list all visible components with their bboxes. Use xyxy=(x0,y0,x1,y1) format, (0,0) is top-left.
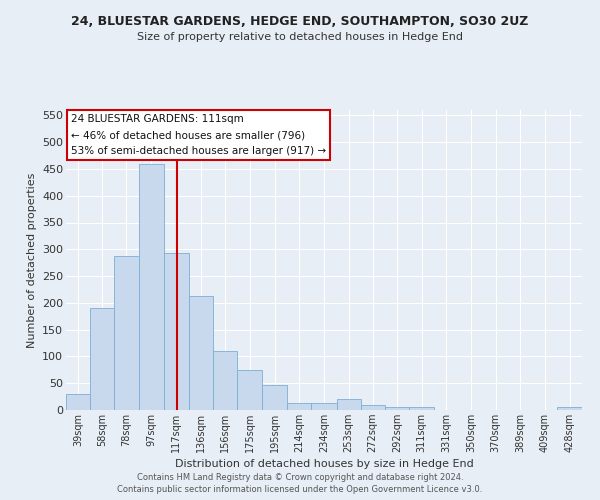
Bar xyxy=(409,408,434,410)
Bar xyxy=(188,296,213,410)
Bar xyxy=(557,408,582,410)
Text: Contains public sector information licensed under the Open Government Licence v3: Contains public sector information licen… xyxy=(118,485,482,494)
Bar xyxy=(385,408,409,410)
Bar xyxy=(139,164,164,410)
Bar xyxy=(361,405,385,410)
Text: 24, BLUESTAR GARDENS, HEDGE END, SOUTHAMPTON, SO30 2UZ: 24, BLUESTAR GARDENS, HEDGE END, SOUTHAM… xyxy=(71,15,529,28)
Bar xyxy=(114,256,139,410)
Bar xyxy=(213,351,238,410)
Bar xyxy=(90,308,114,410)
Text: Size of property relative to detached houses in Hedge End: Size of property relative to detached ho… xyxy=(137,32,463,42)
Text: Contains HM Land Registry data © Crown copyright and database right 2024.: Contains HM Land Registry data © Crown c… xyxy=(137,472,463,482)
Bar xyxy=(337,400,361,410)
Bar xyxy=(262,386,287,410)
Bar xyxy=(238,370,262,410)
Y-axis label: Number of detached properties: Number of detached properties xyxy=(26,172,37,348)
Bar xyxy=(66,394,90,410)
Bar xyxy=(311,403,337,410)
Bar xyxy=(287,403,311,410)
X-axis label: Distribution of detached houses by size in Hedge End: Distribution of detached houses by size … xyxy=(175,459,473,469)
Text: 24 BLUESTAR GARDENS: 111sqm
← 46% of detached houses are smaller (796)
53% of se: 24 BLUESTAR GARDENS: 111sqm ← 46% of det… xyxy=(71,114,326,156)
Bar xyxy=(164,253,188,410)
